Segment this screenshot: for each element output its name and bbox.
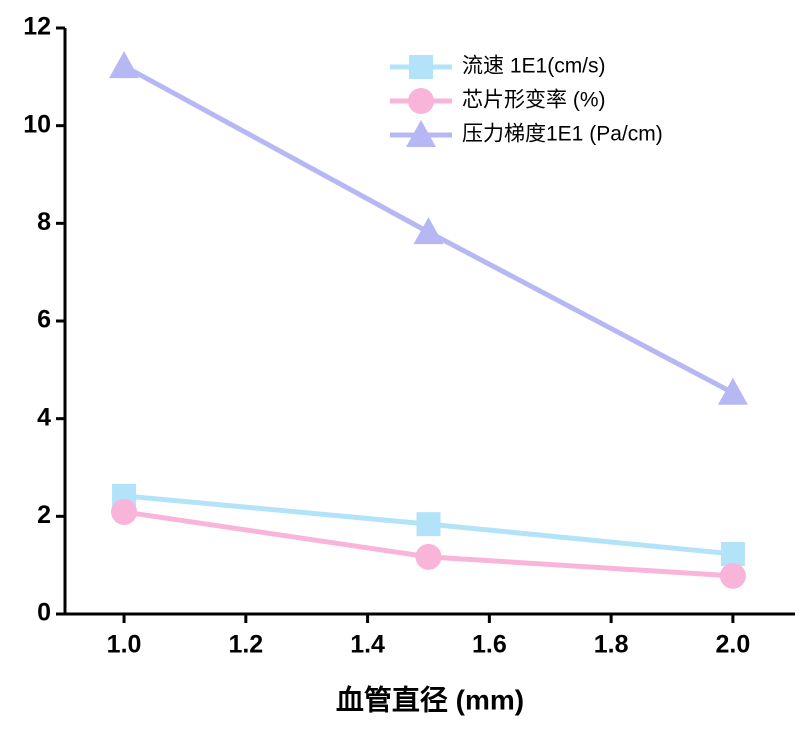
marker	[111, 498, 138, 525]
marker	[109, 51, 140, 79]
y-tick-label: 10	[23, 110, 51, 138]
legend-label: 流速 1E1(cm/s)	[462, 55, 606, 78]
y-tick-label: 4	[37, 403, 51, 431]
x-tick-label: 1.4	[350, 631, 385, 659]
y-tick-label: 2	[37, 501, 51, 529]
marker	[717, 377, 748, 405]
marker	[719, 562, 746, 589]
y-tick-label: 6	[37, 306, 51, 334]
marker	[720, 541, 745, 566]
marker	[415, 543, 442, 570]
x-axis-title: 血管直径 (mm)	[336, 683, 524, 715]
marker	[413, 217, 444, 245]
legend-label: 压力梯度1E1 (Pa/cm)	[462, 123, 663, 146]
x-tick-label: 1.8	[594, 631, 629, 659]
y-tick-label: 12	[23, 13, 51, 41]
x-tick-label: 1.2	[228, 631, 263, 659]
x-tick-label: 2.0	[716, 631, 751, 659]
legend-marker	[409, 55, 433, 79]
legend-marker	[408, 88, 434, 114]
y-tick-label: 0	[37, 599, 51, 627]
legend-label: 芯片形变率 (%)	[462, 89, 606, 112]
marker	[416, 512, 441, 537]
x-tick-label: 1.6	[472, 631, 507, 659]
y-tick-label: 8	[37, 208, 51, 236]
legend-marker	[406, 120, 436, 147]
x-tick-label: 1.0	[107, 631, 142, 659]
